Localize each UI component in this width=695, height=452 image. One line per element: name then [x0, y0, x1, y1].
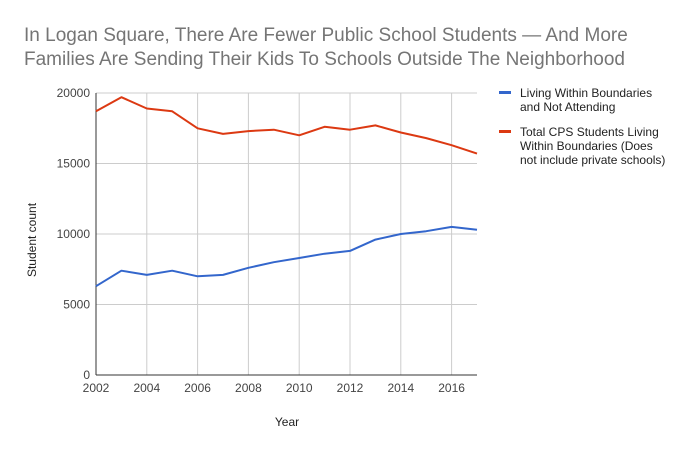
y-tick-label: 5000	[63, 298, 90, 312]
x-tick-label: 2002	[83, 381, 110, 395]
x-tick-label: 2016	[438, 381, 465, 395]
x-tick-label: 2010	[286, 381, 313, 395]
legend-label-1: and Not Attending	[520, 100, 615, 114]
chart-title-line-1: In Logan Square, There Are Fewer Public …	[24, 25, 628, 46]
chart-title-line-2: Families Are Sending Their Kids To Schoo…	[24, 49, 625, 70]
y-tick-label: 15000	[57, 157, 91, 171]
series-line-2	[95, 96, 478, 155]
legend-label-2: Total CPS Students Living	[520, 125, 659, 139]
y-axis-label: Student count	[25, 202, 39, 277]
x-tick-label: 2004	[133, 381, 160, 395]
x-tick-label: 2012	[337, 381, 364, 395]
legend-label-1: Living Within Boundaries	[520, 86, 652, 100]
gridlines	[95, 92, 477, 375]
x-tick-label: 2006	[184, 381, 211, 395]
x-tick-label: 2014	[387, 381, 414, 395]
x-axis-label: Year	[275, 415, 299, 429]
legend-label-2: not include private schools)	[520, 153, 665, 167]
x-tick-label: 2008	[235, 381, 262, 395]
chart-title: In Logan Square, There Are Fewer Public …	[24, 25, 628, 70]
x-tick-labels: 2002 2004 2006 2008 2010 2012 2014 2016	[83, 381, 466, 395]
y-tick-label: 20000	[57, 86, 91, 100]
axes	[95, 93, 477, 376]
series-line-1	[95, 225, 478, 288]
series-lines	[95, 96, 478, 288]
legend-swatch-1	[499, 91, 511, 94]
legend-swatch-2	[499, 130, 511, 133]
y-tick-labels: 0 5000 10000 15000 20000	[57, 86, 91, 382]
y-tick-label: 10000	[57, 227, 91, 241]
y-tick-label: 0	[83, 368, 90, 382]
legend-label-2: Within Boundaries (Does	[520, 139, 653, 153]
